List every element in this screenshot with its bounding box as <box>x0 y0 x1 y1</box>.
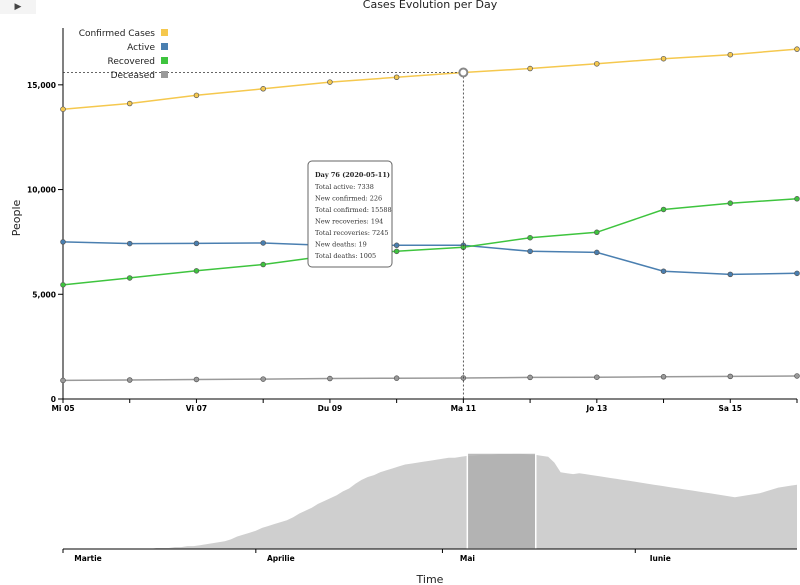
focus-chart[interactable]: 0 5,000 10,000 15,000 Mi 05 Vi 07 Du 09 Ma 11 J… <box>27 28 800 413</box>
data-point-active[interactable] <box>126 240 133 247</box>
legend: Confirmed Cases Active Recovered Deceased <box>79 29 168 81</box>
data-point-active[interactable] <box>660 268 667 274</box>
data-point-active[interactable] <box>794 270 800 277</box>
data-point-active[interactable] <box>727 271 734 278</box>
data-point-recovered[interactable] <box>193 268 200 274</box>
data-point-active[interactable] <box>594 249 600 256</box>
y-axis: 0 5,000 10,000 15,000 <box>27 28 64 404</box>
tooltip-line: Total confirmed: 15588 <box>315 206 392 214</box>
data-point-confirmed[interactable] <box>393 74 400 81</box>
data-point-active[interactable] <box>260 240 266 246</box>
data-point-deceased[interactable] <box>727 373 734 380</box>
data-point-recovered[interactable] <box>126 275 133 281</box>
hover-guides <box>63 67 469 399</box>
series-points[interactable] <box>60 46 800 384</box>
data-point-recovered[interactable] <box>594 229 600 236</box>
data-point-active[interactable] <box>60 239 66 245</box>
data-point-deceased[interactable] <box>594 374 600 380</box>
tooltip: Day 76 (2020-05-11) Total active: 7338 New… <box>307 160 393 268</box>
legend-swatch-confirmed <box>161 29 168 36</box>
data-point-confirmed[interactable] <box>60 106 66 112</box>
context-tick-label: Iunie <box>650 554 671 563</box>
data-point-deceased[interactable] <box>327 375 333 382</box>
series-line-recovered <box>62 198 798 286</box>
x-tick-label: Ma 11 <box>451 404 477 413</box>
data-point-deceased[interactable] <box>794 373 800 379</box>
data-point-confirmed[interactable] <box>527 65 533 72</box>
data-point-confirmed[interactable] <box>126 100 133 107</box>
data-point-deceased[interactable] <box>193 376 200 383</box>
data-point-recovered[interactable] <box>660 206 667 213</box>
play-button[interactable]: ▶ <box>0 0 36 14</box>
tooltip-line: New confirmed: 226 <box>315 195 382 203</box>
tooltip-line: New deaths: 19 <box>315 241 367 249</box>
data-point-recovered[interactable] <box>393 248 400 255</box>
legend-label-confirmed: Confirmed Cases <box>79 29 156 39</box>
data-point-deceased[interactable] <box>527 374 533 381</box>
x-axis-label: Time <box>416 573 444 585</box>
x-tick-label: Sa 15 <box>719 404 743 413</box>
x-axis: Mi 05 Vi 07 Du 09 Ma 11 Jo 13 Sa 15 <box>51 398 798 413</box>
context-brush[interactable] <box>466 452 537 550</box>
data-point-confirmed[interactable] <box>594 61 600 67</box>
tooltip-line: Total recoveries: 7245 <box>315 229 389 237</box>
tooltip-line: New recoveries: 194 <box>315 218 383 226</box>
data-point-active[interactable] <box>527 248 533 255</box>
data-point-recovered[interactable] <box>527 234 533 241</box>
x-tick-label: Jo 13 <box>585 404 607 413</box>
context-area <box>63 453 797 549</box>
legend-swatch-deceased <box>161 71 168 78</box>
series-line-deceased <box>62 375 798 382</box>
series-line-active <box>62 241 798 276</box>
y-axis-label: People <box>10 199 23 236</box>
data-point-deceased[interactable] <box>260 376 266 382</box>
y-tick-label: 10,000 <box>27 186 56 195</box>
legend-swatch-recovered <box>161 57 168 64</box>
tooltip-line: Total active: 7338 <box>315 183 374 191</box>
y-tick-label: 15,000 <box>27 81 56 90</box>
data-point-deceased[interactable] <box>393 375 400 381</box>
data-point-deceased[interactable] <box>126 377 133 383</box>
highlighted-point[interactable] <box>458 67 469 78</box>
data-point-active[interactable] <box>393 242 400 249</box>
context-x-axis: Martie Aprilie Mai Iunie <box>62 548 797 563</box>
context-tick-label: Mai <box>460 554 475 563</box>
data-point-recovered[interactable] <box>60 282 66 288</box>
legend-label-active: Active <box>127 43 155 53</box>
data-point-confirmed[interactable] <box>260 86 266 92</box>
tooltip-title: Day 76 (2020-05-11) <box>315 171 390 179</box>
data-point-confirmed[interactable] <box>660 55 667 62</box>
data-point-confirmed[interactable] <box>727 51 734 58</box>
data-point-confirmed[interactable] <box>327 79 333 85</box>
y-tick-label: 5,000 <box>32 290 56 299</box>
chart-title: Cases Evolution per Day <box>363 0 498 11</box>
data-point-confirmed[interactable] <box>193 92 200 99</box>
legend-swatch-active <box>161 43 168 50</box>
context-tick-label: Aprilie <box>267 554 295 563</box>
x-tick-label: Du 09 <box>318 404 343 413</box>
tooltip-line: Total deaths: 1005 <box>315 252 376 260</box>
context-tick-label: Martie <box>74 554 101 563</box>
data-point-confirmed[interactable] <box>794 46 800 52</box>
data-point-deceased[interactable] <box>660 374 667 380</box>
legend-label-deceased: Deceased <box>111 71 155 81</box>
y-tick-label: 0 <box>51 395 56 404</box>
x-tick-label: Vi 07 <box>186 404 207 413</box>
series-line-confirmed <box>62 48 798 110</box>
legend-label-recovered: Recovered <box>108 57 155 67</box>
data-point-recovered[interactable] <box>260 261 266 268</box>
data-point-recovered[interactable] <box>794 196 800 202</box>
data-point-active[interactable] <box>193 240 200 247</box>
series-lines <box>62 48 798 382</box>
x-tick-label: Mi 05 <box>51 404 74 413</box>
data-point-recovered[interactable] <box>727 200 734 206</box>
data-point-deceased[interactable] <box>60 377 66 384</box>
tooltip-box <box>307 160 393 268</box>
context-chart[interactable]: Martie Aprilie Mai Iunie <box>62 452 797 563</box>
